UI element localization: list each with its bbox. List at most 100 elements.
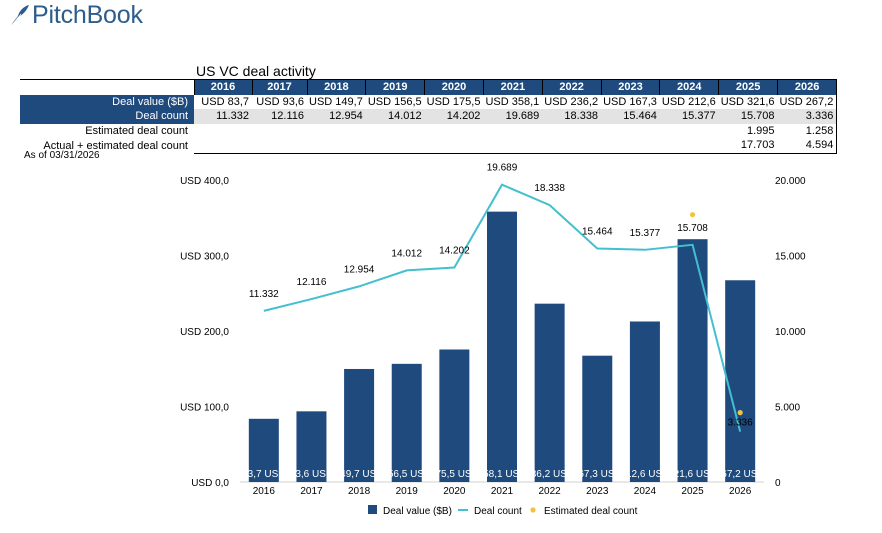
x-tick-label: 2018 xyxy=(348,486,371,497)
legend-dot-swatch xyxy=(530,507,536,513)
table-cell: USD 149,7 xyxy=(309,95,363,108)
line-data-label: 15.708 xyxy=(677,223,708,234)
bar xyxy=(248,418,279,482)
left-axis-tick-label: USD 100,0 xyxy=(180,403,229,414)
estimated-point xyxy=(737,410,743,416)
table-cell: 18.338 xyxy=(542,109,602,124)
table-cell: 4.594 xyxy=(777,138,838,154)
right-axis-tick-label: 10.000 xyxy=(775,327,806,338)
table-cell: USD 321,6 xyxy=(720,95,775,108)
table-cell: 15.377 xyxy=(659,109,719,124)
year-header: 2024 xyxy=(659,79,720,95)
brand-name: PitchBook xyxy=(32,0,143,29)
legend-bar-swatch xyxy=(368,505,377,514)
x-tick-label: 2023 xyxy=(586,486,609,497)
line-data-label: 14.012 xyxy=(391,248,422,259)
table-cell: 15.464 xyxy=(601,109,660,124)
page-title: US VC deal activity xyxy=(196,63,316,79)
table-row: Actual + estimated deal count 17.703 4.5… xyxy=(20,138,838,154)
table-cell: 1.995 xyxy=(718,123,778,138)
bar-data-label: 175,5 USD xyxy=(430,469,479,480)
legend-label: Deal count xyxy=(474,506,522,517)
table-cell: 19.689 xyxy=(483,109,543,124)
pitchbook-feather-icon xyxy=(11,5,29,27)
row-label: Estimated deal count xyxy=(20,123,194,138)
bar-data-label: 321,6 USD xyxy=(668,469,717,480)
table-cell xyxy=(483,123,543,138)
x-tick-label: 2025 xyxy=(681,486,704,497)
table-cell xyxy=(307,123,366,138)
bar-data-label: 93,6 USD xyxy=(290,469,333,480)
bar xyxy=(391,363,422,482)
year-header: 2021 xyxy=(482,79,543,95)
bar xyxy=(487,211,517,482)
row-label: Actual + estimated deal count xyxy=(20,138,194,153)
bar-data-label: 212,6 USD xyxy=(620,469,669,480)
line-data-label: 18.338 xyxy=(534,183,565,194)
bar xyxy=(725,280,756,482)
table-cell: 15.708 xyxy=(718,109,778,124)
line-data-label: 3.336 xyxy=(728,418,753,429)
bar xyxy=(582,355,613,482)
table-corner xyxy=(20,79,194,95)
table-cell: 1.258 xyxy=(777,123,838,138)
table-row: Deal value ($B) USD 83,7 USD 93,6 USD 14… xyxy=(20,94,838,109)
year-header: 2025 xyxy=(718,79,778,95)
row-label: Deal count xyxy=(20,109,194,124)
table-cell xyxy=(424,123,484,138)
table-cell xyxy=(424,138,484,154)
table-cell: 3.336 xyxy=(777,109,838,124)
table-cell xyxy=(542,123,602,138)
table-cell: 12.954 xyxy=(307,109,366,124)
line-data-label: 12.116 xyxy=(297,277,327,288)
table-cell: USD 358,1 xyxy=(485,95,540,108)
year-header: 2023 xyxy=(600,79,661,95)
deal-count-line xyxy=(263,183,742,432)
table-cell: USD 236,2 xyxy=(544,95,599,108)
left-axis-tick-label: USD 400,0 xyxy=(180,176,229,187)
line-data-label: 11.332 xyxy=(249,289,279,300)
table-cell xyxy=(194,138,252,154)
brand-logo: PitchBook xyxy=(8,0,143,30)
table-cell: USD 93,6 xyxy=(256,95,304,108)
x-tick-label: 2024 xyxy=(634,486,657,497)
right-axis-tick-label: 20.000 xyxy=(775,176,806,187)
data-table: 2016 2017 2018 2019 2020 2021 2022 2023 … xyxy=(20,79,838,154)
bar-data-label: 156,5 USD xyxy=(382,469,431,480)
table-cell xyxy=(194,123,252,138)
table-cell: USD 212,6 xyxy=(661,95,716,108)
table-cell: USD 156,5 xyxy=(367,95,422,108)
table-cell: 17.703 xyxy=(718,138,778,154)
bar xyxy=(534,303,565,482)
table-cell: 11.332 xyxy=(194,109,252,124)
table-cell: USD 175,5 xyxy=(426,95,481,108)
line-data-label: 19.689 xyxy=(487,163,518,174)
table-cell xyxy=(659,123,719,138)
as-of-date: As of 03/31/2026 xyxy=(24,150,100,161)
year-header: 2018 xyxy=(306,79,367,95)
line-data-label: 15.464 xyxy=(582,226,613,237)
x-tick-label: 2022 xyxy=(539,486,562,497)
line-data-label: 12.954 xyxy=(344,264,375,275)
bar xyxy=(296,411,327,482)
table-cell: USD 267,2 xyxy=(777,94,838,109)
year-header: 2022 xyxy=(541,79,602,95)
table-header-row: 2016 2017 2018 2019 2020 2021 2022 2023 … xyxy=(20,79,838,95)
left-axis-tick-label: USD 0,0 xyxy=(191,478,229,489)
x-tick-label: 2020 xyxy=(443,486,466,497)
bar-data-label: 267,2 USD xyxy=(716,469,765,480)
table-cell: USD 167,3 xyxy=(603,95,657,108)
table-row: Estimated deal count 1.995 1.258 xyxy=(20,123,838,138)
line-data-label: 15.377 xyxy=(630,228,661,239)
row-label: Deal value ($B) xyxy=(20,94,194,109)
bar-data-label: 167,3 USD xyxy=(573,469,622,480)
right-axis-tick-label: 15.000 xyxy=(775,252,806,263)
table-cell xyxy=(542,138,602,154)
line-data-label: 14.202 xyxy=(439,246,470,257)
table-cell xyxy=(601,138,660,154)
table-row: Deal count 11.332 12.116 12.954 14.012 1… xyxy=(20,109,838,124)
x-tick-label: 2026 xyxy=(729,486,752,497)
year-header: 2020 xyxy=(424,79,484,95)
table-cell xyxy=(365,138,425,154)
